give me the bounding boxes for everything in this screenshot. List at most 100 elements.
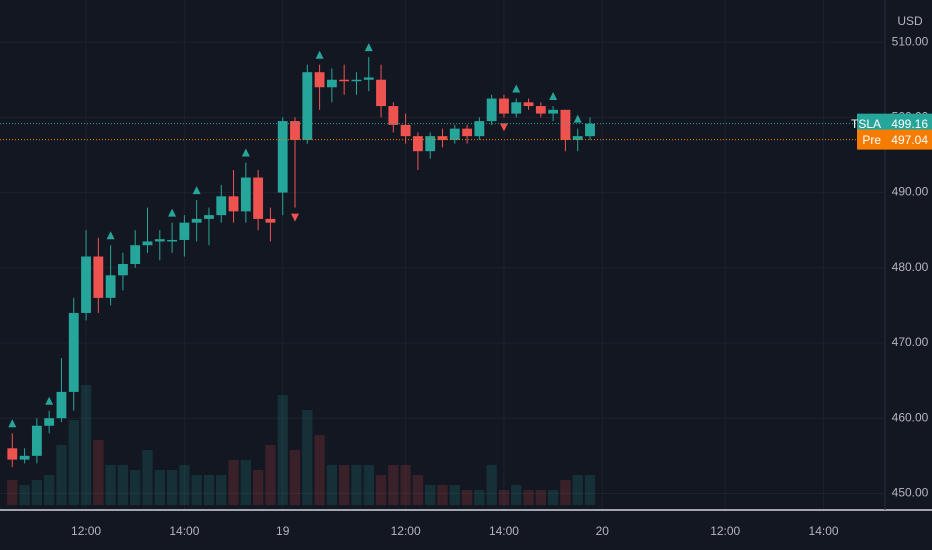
candle-body	[339, 79, 350, 82]
buy-signal	[192, 186, 201, 195]
volume-bar	[19, 485, 30, 505]
volume-bar	[44, 475, 55, 505]
volume-bar	[105, 465, 116, 505]
volume-bar	[351, 465, 362, 505]
candle-body	[179, 222, 190, 240]
volume-bar	[474, 490, 485, 505]
candle-body	[142, 241, 153, 246]
candle-body	[167, 239, 177, 242]
candle-body	[277, 121, 288, 193]
y-tick-label: 510.00	[892, 34, 929, 48]
x-tick-label: 12:00	[710, 524, 740, 538]
candle-body	[7, 448, 18, 460]
candle-body	[413, 136, 423, 152]
candle-body	[437, 136, 448, 140]
volume-bar	[216, 475, 227, 505]
candle-body	[560, 109, 571, 140]
candle-body	[585, 123, 595, 137]
volume-bar	[203, 475, 215, 505]
buy-signal	[364, 43, 373, 52]
volume-bar	[326, 465, 338, 505]
candle-body	[93, 256, 104, 298]
y-tick-label: 450.00	[892, 486, 929, 500]
candle-body	[314, 72, 325, 88]
candle-body	[265, 218, 276, 223]
volume-bar	[363, 465, 374, 505]
candle-body	[118, 264, 128, 276]
candle-body	[228, 196, 239, 212]
buy-signal	[573, 114, 582, 123]
x-tick-label: 14:00	[169, 524, 199, 538]
volume-bar	[511, 485, 522, 505]
candle-body	[130, 245, 141, 265]
y-tick-label: 490.00	[892, 185, 929, 199]
volume-bar	[166, 470, 178, 505]
volume-bar	[535, 490, 546, 505]
volume-bar	[302, 410, 313, 505]
y-tick-label: 480.00	[892, 260, 929, 274]
buy-signal	[168, 208, 177, 217]
candle-body	[511, 102, 522, 114]
volume-bar	[130, 470, 141, 505]
volume-bar	[314, 435, 325, 505]
volume-bar	[68, 420, 79, 505]
buy-signal	[315, 50, 324, 59]
candle-body	[19, 455, 30, 460]
candle-body	[535, 106, 546, 114]
candle-body	[400, 124, 411, 137]
candle-body	[81, 256, 91, 313]
candle-body	[499, 98, 509, 114]
candle-body	[154, 239, 165, 242]
volume-bar	[498, 490, 510, 505]
volume-bar	[461, 490, 473, 505]
buy-signal	[549, 92, 558, 101]
candle-body	[31, 425, 42, 456]
price-label-box	[857, 113, 932, 134]
candle-body	[253, 177, 264, 219]
x-tick-label: 12:00	[391, 524, 421, 538]
volume-bar	[265, 445, 276, 505]
buy-signal	[512, 84, 521, 93]
volume-bar	[523, 490, 534, 505]
x-tick-label: 20	[596, 524, 610, 538]
buy-signal	[241, 148, 250, 157]
volume-bar	[339, 465, 350, 505]
volume-bar	[486, 465, 497, 505]
volume-bar	[240, 460, 251, 505]
x-tick-label: 14:00	[489, 524, 519, 538]
candle-body	[376, 79, 386, 107]
buy-signal	[106, 231, 115, 240]
volume-bar	[142, 450, 153, 505]
price-label-value: 497.04	[891, 133, 928, 147]
volume-bar	[7, 480, 18, 505]
volume-bar	[31, 480, 43, 505]
volume-bar	[572, 475, 583, 505]
volume-bar	[80, 385, 92, 505]
volume-bar	[277, 395, 288, 505]
candle-body	[216, 196, 227, 216]
candle-body	[449, 128, 460, 140]
price-label-name: TSLA	[851, 117, 881, 131]
volume-bar	[191, 475, 202, 505]
sell-signal	[499, 123, 508, 132]
candle-body	[572, 136, 583, 140]
candle-body	[290, 121, 300, 140]
candle-body	[425, 136, 436, 152]
candle-body	[204, 215, 214, 219]
price-label-name: Pre	[862, 133, 881, 147]
volume-bar	[154, 470, 165, 505]
volume-bar	[252, 470, 264, 505]
candle-body	[363, 77, 374, 80]
candle-body	[486, 98, 497, 122]
volume-bar	[449, 485, 460, 505]
candle-body	[351, 79, 362, 82]
x-tick-label: 19	[276, 524, 290, 538]
volume-bar	[93, 440, 104, 505]
x-tick-label: 14:00	[809, 524, 839, 538]
currency-label: USD	[897, 14, 923, 28]
volume-bar	[547, 490, 559, 505]
buy-signal	[8, 419, 17, 428]
candle-body	[326, 79, 337, 88]
